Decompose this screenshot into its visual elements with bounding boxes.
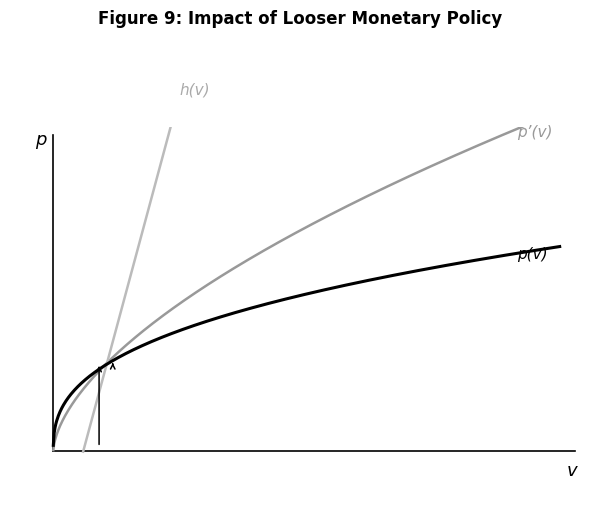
Text: h(v): h(v) bbox=[180, 83, 211, 98]
Text: p(v): p(v) bbox=[517, 247, 547, 262]
Text: p: p bbox=[35, 131, 47, 149]
Text: Figure 9: Impact of Looser Monetary Policy: Figure 9: Impact of Looser Monetary Poli… bbox=[98, 10, 502, 28]
Text: v: v bbox=[567, 462, 577, 480]
Text: p’(v): p’(v) bbox=[517, 125, 552, 139]
